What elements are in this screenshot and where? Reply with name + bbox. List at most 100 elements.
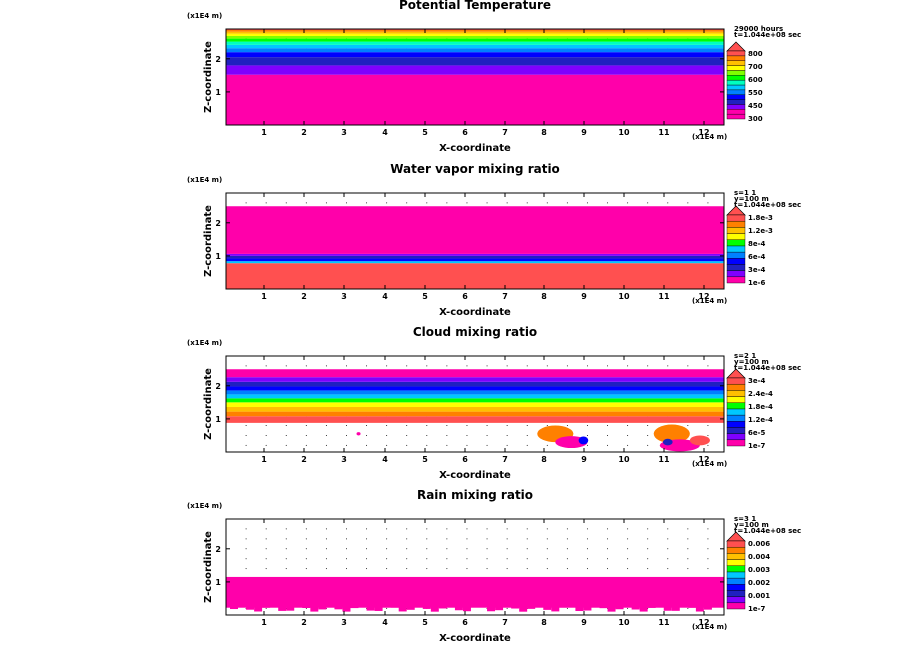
contour-band	[495, 605, 504, 611]
grid-dot	[325, 568, 327, 570]
contour-band	[470, 605, 479, 608]
x-tick-label: 3	[341, 292, 347, 301]
colorbar-swatch	[726, 421, 746, 428]
x-tick-label: 4	[382, 455, 388, 464]
colorbar-level-label: 550	[748, 89, 763, 97]
colorbar-level-label: 2.4e-4	[748, 390, 773, 398]
colorbar-swatch	[726, 390, 746, 397]
grid-dot	[446, 202, 448, 204]
grid-dot	[647, 558, 649, 560]
grid-dot	[265, 558, 267, 560]
grid-dot	[245, 444, 247, 446]
x-unit-label: (x1E4 m)	[692, 623, 727, 631]
grid-dot	[386, 558, 388, 560]
colorbar-swatch	[726, 553, 746, 560]
grid-dot	[345, 548, 347, 550]
grid-dot	[345, 202, 347, 204]
grid-dot	[386, 607, 388, 609]
grid-dot	[466, 425, 468, 427]
grid-dot	[486, 568, 488, 570]
colorbar-level-label: 6e-5	[748, 429, 766, 437]
x-tick-label: 6	[462, 618, 468, 627]
colorbar-level-label: 0.006	[748, 540, 770, 548]
contour-band	[226, 261, 724, 264]
info-text: t=1.044e+08 sec	[734, 201, 801, 209]
z-tick-label: 2	[215, 219, 221, 228]
z-axis-label: Z-coordinate	[203, 205, 214, 277]
grid-dot	[386, 538, 388, 540]
colorbar-swatch	[726, 427, 746, 434]
colorbar-swatch	[726, 55, 746, 61]
colorbar-swatch	[726, 60, 746, 66]
contour-band	[226, 48, 724, 53]
grid-dot	[566, 558, 568, 560]
colorbar-level-label: 300	[748, 115, 763, 123]
x-tick-label: 5	[422, 128, 428, 137]
contour-band	[454, 605, 463, 611]
grid-dot	[566, 568, 568, 570]
grid-dot	[546, 538, 548, 540]
contour-band	[615, 605, 624, 610]
plot-area	[226, 193, 724, 289]
grid-dot	[305, 434, 307, 436]
contour-band	[238, 605, 247, 607]
x-tick-label: 8	[541, 292, 547, 301]
contour-band	[623, 605, 632, 607]
grid-dot	[667, 538, 669, 540]
contour-band	[591, 605, 600, 607]
panel-2: Cloud mixing ratio(x1E4 m)1 2 3 4 5 6 7 8 9 10 11 1…	[187, 325, 801, 481]
contour-band	[695, 605, 704, 612]
contour-band	[226, 35, 724, 39]
x-tick-label: 1	[261, 292, 267, 301]
chart-title: Rain mixing ratio	[417, 488, 533, 502]
grid-dot	[406, 365, 408, 367]
contour-band	[226, 65, 724, 75]
contour-band	[535, 605, 544, 607]
grid-dot	[466, 444, 468, 446]
grid-dot	[446, 568, 448, 570]
x-tick-label: 5	[422, 455, 428, 464]
grid-dot	[687, 568, 689, 570]
x-tick-label: 3	[341, 128, 347, 137]
contour-band	[414, 605, 423, 607]
grid-dot	[546, 425, 548, 427]
grid-dot	[386, 568, 388, 570]
grid-dot	[245, 434, 247, 436]
chart-title: Water vapor mixing ratio	[390, 162, 560, 176]
z-axis-label: Z-coordinate	[203, 368, 214, 440]
grid-dot	[586, 568, 588, 570]
grid-dot	[325, 365, 327, 367]
contour-band	[406, 605, 415, 610]
grid-dot	[687, 528, 689, 530]
colorbar-swatch	[726, 104, 746, 110]
contour-blob	[356, 432, 361, 436]
grid-dot	[667, 568, 669, 570]
grid-dot	[245, 538, 247, 540]
colorbar-swatch	[726, 245, 746, 253]
contour-band	[350, 605, 359, 609]
contour-band	[503, 605, 512, 607]
contour-band	[438, 605, 447, 609]
contour-band	[226, 253, 724, 256]
grid-dot	[426, 365, 428, 367]
contour-blob	[689, 435, 710, 446]
x-tick-label: 2	[301, 455, 307, 464]
grid-dot	[486, 538, 488, 540]
grid-dot	[506, 548, 508, 550]
grid-dot	[386, 425, 388, 427]
grid-dot	[245, 425, 247, 427]
grid-dot	[506, 444, 508, 446]
colorbar-swatch	[726, 571, 746, 579]
grid-dot	[466, 365, 468, 367]
info-text: y=100 m	[734, 521, 769, 529]
grid-dot	[325, 528, 327, 530]
grid-dot	[285, 568, 287, 570]
colorbar-level-label: 1.2e-3	[748, 227, 773, 235]
colorbar-swatch	[726, 65, 746, 71]
colorbar-swatch	[726, 408, 746, 416]
grid-dot	[667, 548, 669, 550]
grid-dot	[607, 202, 609, 204]
contour-band	[543, 605, 552, 610]
grid-dot	[566, 607, 568, 609]
panel-0: Potential Temperature(x1E4 m)1 2 3 4 5 6 7 8 9 10…	[187, 0, 801, 154]
